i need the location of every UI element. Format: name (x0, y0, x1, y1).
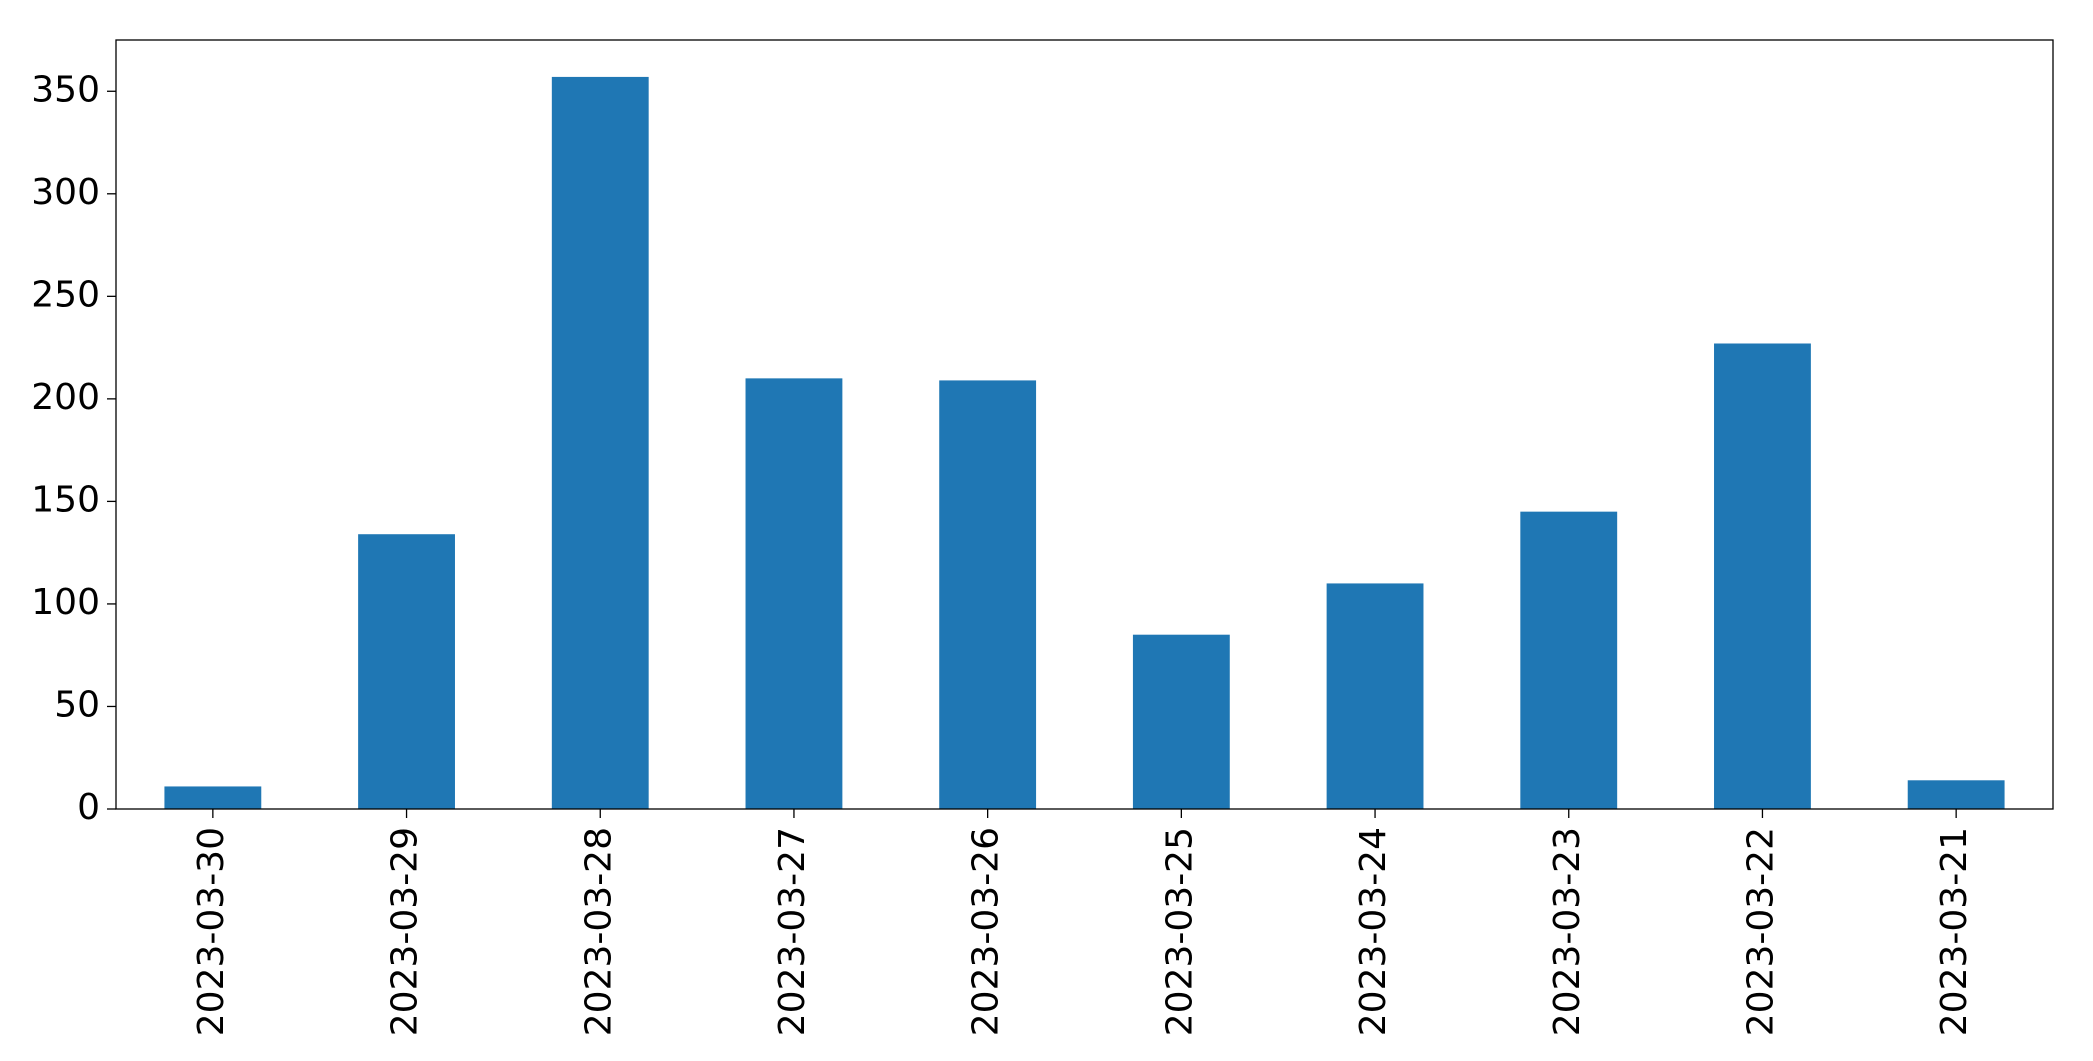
y-tick-label: 200 (31, 377, 100, 418)
bar (1132, 634, 1230, 809)
bar (1714, 343, 1811, 809)
x-tick-label: 2023-03-22 (1740, 827, 1781, 1036)
y-tick-label: 50 (54, 684, 100, 725)
bar (164, 786, 262, 809)
bar (939, 380, 1037, 809)
y-tick-label: 350 (31, 69, 100, 110)
y-tick-label: 250 (31, 274, 100, 315)
bar (358, 534, 455, 809)
x-tick-label: 2023-03-28 (578, 827, 619, 1036)
x-tick-label: 2023-03-21 (1934, 827, 1975, 1036)
bar (551, 76, 649, 810)
bar (1520, 511, 1618, 809)
plot-frame (115, 39, 2054, 810)
y-tick-label: 100 (31, 582, 100, 623)
x-tick-label: 2023-03-26 (966, 827, 1007, 1036)
y-tick-label: 0 (77, 787, 100, 828)
x-tick-label: 2023-03-30 (191, 827, 232, 1036)
x-tick-label: 2023-03-27 (772, 827, 813, 1036)
x-tick-label: 2023-03-29 (385, 827, 426, 1036)
bar (1326, 583, 1424, 809)
bar (745, 378, 843, 809)
y-tick-label: 300 (31, 172, 100, 213)
bar (1907, 780, 2005, 809)
y-tick-label: 150 (31, 479, 100, 520)
x-tick-label: 2023-03-24 (1353, 827, 1394, 1036)
x-tick-label: 2023-03-25 (1159, 827, 1200, 1036)
x-tick-label: 2023-03-23 (1547, 827, 1588, 1036)
